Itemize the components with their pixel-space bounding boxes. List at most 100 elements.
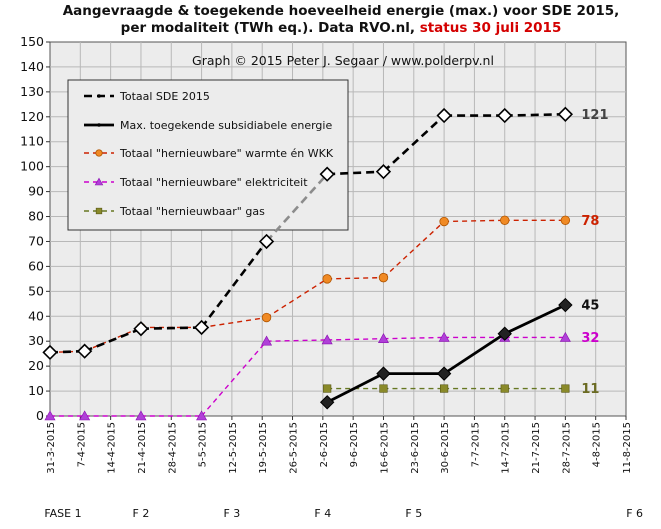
series-end-label: 78 bbox=[581, 214, 599, 229]
y-tick-label: 140 bbox=[20, 59, 44, 74]
y-tick-label: 20 bbox=[28, 358, 44, 373]
series-segment bbox=[140, 326, 202, 331]
marker-diamond-open bbox=[557, 106, 573, 122]
x-tick-label: 31-3-2015 bbox=[46, 422, 57, 474]
marker-triangle bbox=[438, 331, 450, 342]
x-tick-label: 23-6-2015 bbox=[410, 422, 421, 474]
marker-circle bbox=[322, 274, 332, 284]
y-tick-label: 50 bbox=[28, 283, 44, 298]
marker-diamond-open bbox=[133, 321, 149, 337]
phase-label: F 6 bbox=[626, 507, 643, 520]
legend-label: Totaal SDE 2015 bbox=[119, 90, 210, 103]
chart-title-line1: Aangevraagde & toegekende hoeveelheid en… bbox=[63, 3, 620, 19]
legend-marker bbox=[97, 94, 101, 98]
marker-circle bbox=[439, 216, 449, 227]
marker-square bbox=[323, 384, 332, 393]
phase-labels: FASE 1 F 2 F 3 F 4 F 5 F 6 bbox=[44, 507, 643, 520]
marker-circle bbox=[560, 215, 571, 225]
y-axis-ticks: 0 10 20 30 40 50 60 70 80 90 100 110 120 130 140 150 bbox=[20, 34, 50, 423]
y-tick-label: 10 bbox=[28, 383, 44, 398]
chart-title-line2-black: per modaliteit (TWh eq.). Data RVO.nl, bbox=[121, 20, 420, 36]
legend: Totaal SDE 2015 Max. toegekende subsidiab… bbox=[84, 90, 334, 218]
y-tick-label: 90 bbox=[28, 184, 44, 199]
marker-square bbox=[440, 384, 449, 393]
x-tick-label: 28-7-2015 bbox=[561, 422, 572, 474]
marker-triangle bbox=[44, 410, 56, 421]
marker-diamond-filled bbox=[436, 366, 452, 381]
x-tick-label: 16-6-2015 bbox=[379, 422, 390, 474]
series-segment bbox=[84, 327, 142, 353]
marker-circle bbox=[95, 149, 103, 157]
legend-label: Max. toegekende subsidiabele energie bbox=[120, 119, 332, 132]
marker-triangle bbox=[79, 410, 91, 421]
x-tick-label: 9-6-2015 bbox=[349, 422, 360, 467]
series-segment bbox=[504, 113, 566, 117]
x-tick-label: 4-8-2015 bbox=[592, 422, 603, 467]
chart-credit: Graph © 2015 Peter J. Segaar / www.polde… bbox=[192, 53, 494, 68]
marker-triangle bbox=[261, 335, 273, 346]
series-end-label: 45 bbox=[581, 299, 599, 314]
y-tick-label: 110 bbox=[20, 134, 44, 149]
series-segment bbox=[504, 303, 566, 335]
marker-triangle bbox=[135, 410, 147, 421]
series-segment bbox=[326, 372, 385, 404]
y-tick-label: 30 bbox=[28, 333, 44, 348]
marker-triangle bbox=[94, 177, 104, 186]
chart-title-line2: per modaliteit (TWh eq.). Data RVO.nl, s… bbox=[121, 20, 562, 36]
series-segment bbox=[382, 221, 445, 279]
marker-layer bbox=[42, 106, 573, 421]
series-segment bbox=[443, 332, 506, 375]
marker-diamond-open bbox=[497, 107, 513, 124]
series-segment bbox=[266, 339, 328, 342]
phase-label: F 3 bbox=[223, 507, 240, 520]
x-tick-label: 5-5-2015 bbox=[198, 422, 209, 467]
y-tick-label: 80 bbox=[28, 209, 44, 224]
series-end-label: 32 bbox=[581, 331, 599, 346]
marker-diamond-filled bbox=[376, 366, 391, 381]
series-segment bbox=[201, 316, 267, 329]
x-tick-label: 14-4-2015 bbox=[107, 422, 118, 474]
legend-box bbox=[67, 79, 349, 231]
x-tick-label: 12-5-2015 bbox=[228, 422, 239, 474]
series-segment bbox=[444, 219, 505, 223]
phase-label: FASE 1 bbox=[44, 507, 81, 520]
marker-diamond-open bbox=[436, 107, 452, 124]
chart-title-line2-red: status 30 juli 2015 bbox=[420, 20, 562, 36]
series-segment bbox=[327, 338, 384, 341]
series-segment bbox=[265, 173, 329, 243]
x-tick-label: 26-5-2015 bbox=[289, 422, 300, 474]
marker-circle bbox=[378, 272, 389, 283]
y-tick-label: 40 bbox=[28, 308, 44, 323]
x-axis-ticks: 31-3-2015 7-4-2015 14-4-2015 21-4-2015 28-4-… bbox=[46, 416, 633, 474]
marker-square bbox=[95, 207, 103, 215]
series-end-label: 121 bbox=[581, 108, 608, 123]
series-segment bbox=[327, 170, 384, 176]
x-tick-label: 21-7-2015 bbox=[531, 422, 542, 474]
legend-marker bbox=[97, 123, 101, 127]
y-tick-label: 150 bbox=[20, 34, 44, 49]
marker-triangle bbox=[196, 410, 208, 421]
series-end-label: 11 bbox=[581, 382, 599, 397]
marker-square bbox=[379, 384, 388, 393]
x-tick-label: 30-6-2015 bbox=[440, 422, 451, 474]
marker-circle bbox=[261, 312, 272, 323]
y-tick-label: 120 bbox=[20, 109, 44, 124]
y-tick-label: 0 bbox=[36, 408, 44, 423]
series-layer bbox=[49, 113, 566, 417]
marker-diamond-open bbox=[375, 164, 392, 180]
phase-label: F 2 bbox=[133, 507, 150, 520]
x-tick-label: 7-4-2015 bbox=[76, 422, 87, 467]
marker-diamond-filled bbox=[319, 395, 335, 410]
marker-square bbox=[561, 384, 570, 393]
x-tick-label: 14-7-2015 bbox=[501, 422, 512, 474]
y-tick-label: 60 bbox=[28, 258, 44, 273]
phase-label: F 4 bbox=[314, 507, 331, 520]
legend-label: Totaal "hernieuwbare" elektriciteit bbox=[119, 176, 308, 189]
x-tick-label: 7-7-2015 bbox=[470, 422, 481, 467]
series-segment bbox=[266, 278, 328, 319]
x-tick-label: 11-8-2015 bbox=[622, 422, 633, 474]
marker-triangle bbox=[377, 333, 389, 344]
marker-triangle bbox=[321, 334, 333, 345]
marker-circle bbox=[500, 215, 510, 225]
series-segment bbox=[327, 276, 384, 280]
